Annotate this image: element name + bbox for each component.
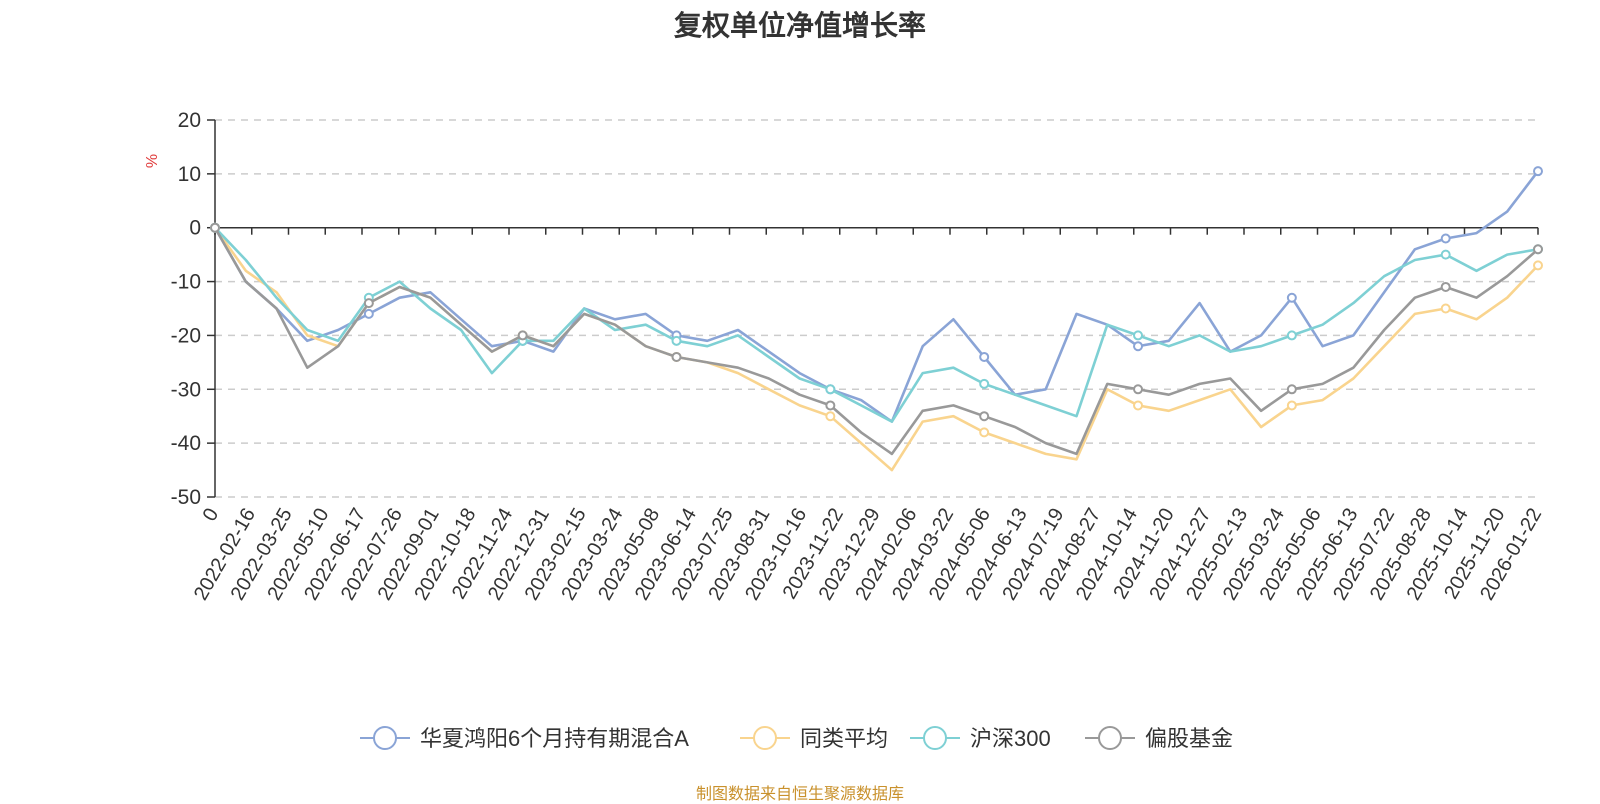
x-tick-label: 0 — [199, 505, 224, 526]
y-tick-label: -50 — [171, 486, 201, 509]
legend-label: 沪深300 — [970, 726, 1051, 751]
legend-marker-icon — [753, 726, 777, 750]
y-tick-label: -20 — [171, 324, 201, 347]
y-tick-label: 0 — [189, 217, 201, 240]
legend-label: 华夏鸿阳6个月持有期混合A — [420, 726, 689, 751]
data-point — [979, 427, 990, 438]
data-point — [1286, 330, 1297, 341]
y-tick-label: -40 — [171, 432, 201, 455]
data-point — [1133, 400, 1144, 411]
grid-lines — [215, 119, 1538, 498]
data-point — [979, 351, 990, 362]
data-point — [825, 384, 836, 395]
data-point — [1533, 166, 1543, 177]
y-axis-label: % — [144, 154, 161, 168]
legend[interactable]: 华夏鸿阳6个月持有期混合A 同类平均 沪深300 偏股基金 — [360, 726, 1233, 751]
legend-item[interactable]: 华夏鸿阳6个月持有期混合A — [360, 726, 689, 751]
y-tick-label: 20 — [178, 109, 201, 132]
series-line — [213, 170, 1540, 423]
data-point — [517, 330, 528, 341]
data-point — [1133, 384, 1144, 395]
data-point — [1533, 260, 1543, 271]
data-point — [1133, 330, 1144, 341]
data-point — [363, 308, 374, 319]
axes: % 20100-10-20-30-40-5002022-02-162022-03… — [144, 109, 1546, 604]
legend-label: 同类平均 — [800, 726, 888, 751]
data-point — [363, 298, 374, 309]
data-point — [210, 222, 220, 233]
legend-marker-icon — [1098, 726, 1122, 750]
legend-marker-icon — [373, 726, 397, 750]
legend-label: 偏股基金 — [1145, 726, 1233, 751]
data-point — [1133, 341, 1144, 352]
data-point — [979, 411, 990, 422]
data-source-note: 制图数据来自恒生聚源数据库 — [695, 784, 904, 803]
legend-item[interactable]: 同类平均 — [740, 726, 888, 751]
y-tick-label: -10 — [171, 271, 201, 294]
y-tick-label: -30 — [171, 378, 201, 401]
data-point — [1286, 292, 1297, 303]
legend-item[interactable]: 偏股基金 — [1085, 726, 1233, 751]
series-line — [214, 226, 1539, 423]
data-point — [1440, 303, 1451, 314]
data-point — [1533, 244, 1543, 255]
legend-marker-icon — [923, 726, 947, 750]
data-point — [671, 351, 682, 362]
data-point — [1286, 384, 1297, 395]
data-point — [979, 378, 990, 389]
data-point — [1440, 249, 1451, 260]
series-line — [213, 227, 1539, 456]
data-point — [1440, 281, 1451, 292]
data-point — [825, 400, 836, 411]
data-point — [671, 335, 682, 346]
legend-item[interactable]: 沪深300 — [910, 726, 1051, 751]
data-point — [1286, 400, 1297, 411]
y-tick-label: 10 — [178, 163, 201, 186]
data-point — [825, 411, 836, 422]
chart-title: 复权单位净值增长率 — [673, 9, 926, 42]
data-point — [1440, 233, 1451, 244]
series-line — [213, 226, 1539, 472]
series-lines — [210, 166, 1543, 472]
